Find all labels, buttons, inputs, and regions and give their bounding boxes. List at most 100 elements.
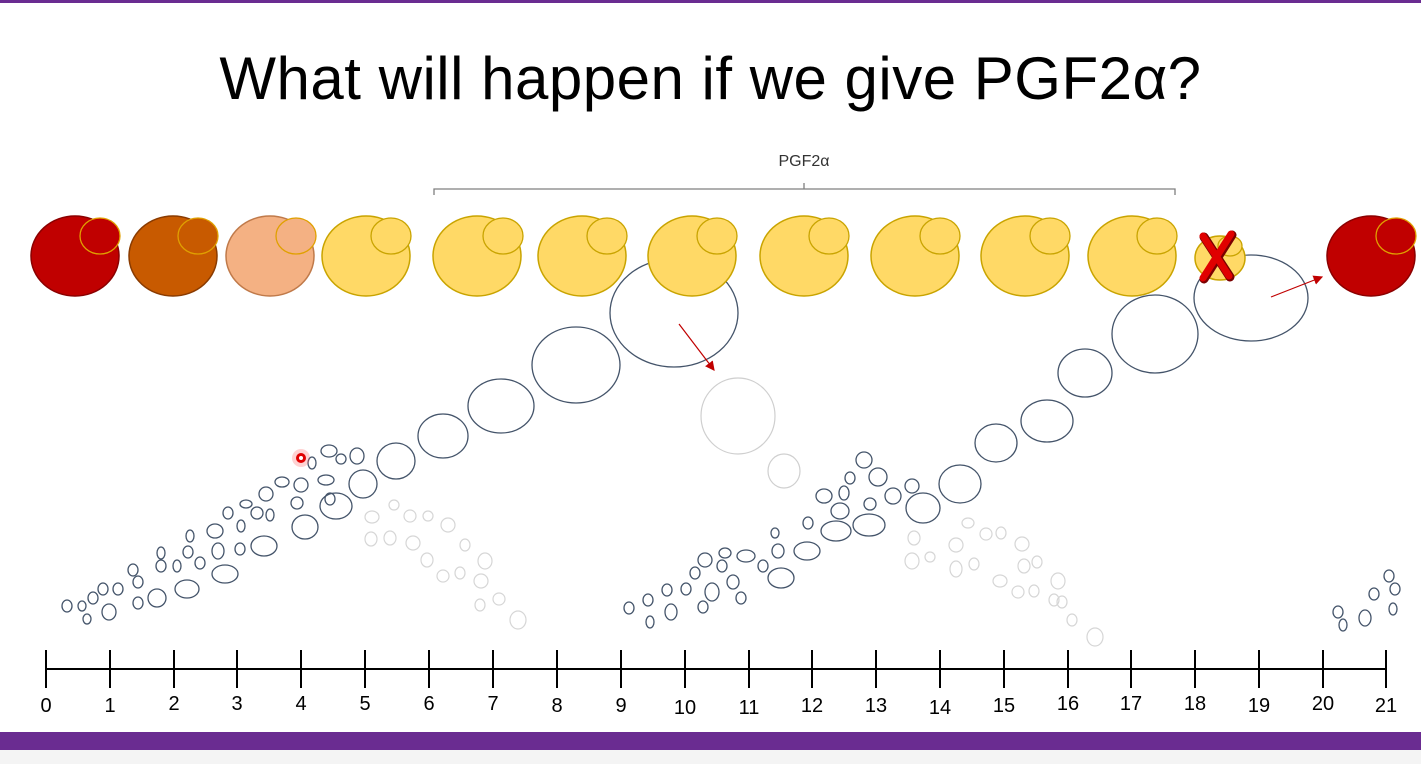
corpus-luteum <box>128 215 219 297</box>
timeline-day-label: 5 <box>359 693 370 715</box>
follicle <box>1338 618 1348 632</box>
follicle <box>697 552 713 568</box>
follicle <box>680 582 692 596</box>
follicle <box>1111 294 1199 374</box>
timeline-day-label: 19 <box>1248 695 1270 717</box>
follicle <box>87 591 99 605</box>
follicle <box>844 471 856 485</box>
follicle <box>211 542 225 560</box>
follicle <box>211 564 239 584</box>
regressing-follicle <box>364 531 378 547</box>
follicle <box>156 546 166 560</box>
follicle <box>770 527 780 539</box>
follicle <box>320 444 338 458</box>
regressing-follicle <box>1066 613 1078 627</box>
follicle <box>1332 605 1344 619</box>
follicle <box>172 559 182 573</box>
regressing-follicle <box>477 552 493 570</box>
timeline-day-label: 17 <box>1120 693 1142 715</box>
follicle <box>852 513 886 537</box>
follicle <box>735 591 747 605</box>
timeline-day-label: 20 <box>1312 693 1334 715</box>
follicle <box>767 567 795 589</box>
regressing-follicle <box>968 557 980 571</box>
follicle <box>101 603 117 621</box>
follicle <box>645 615 655 629</box>
timeline-day-label: 6 <box>423 693 434 715</box>
follicle <box>726 574 740 590</box>
follicle <box>61 599 73 613</box>
regressing-follicle <box>509 610 527 630</box>
timeline-day-label: 12 <box>801 695 823 717</box>
regressing-follicle <box>459 538 471 552</box>
regressing-follicle <box>700 377 776 455</box>
follicle <box>868 467 888 487</box>
regressing-follicle <box>1050 572 1066 590</box>
regressing-follicle <box>422 510 434 522</box>
follicle <box>274 476 290 488</box>
regressing-follicle <box>1056 595 1068 609</box>
follicle <box>863 497 877 511</box>
timeline-day-label: 1 <box>104 695 115 717</box>
regressing-follicle <box>1086 627 1104 647</box>
corpus-luteum <box>432 215 524 297</box>
regressing-follicle <box>405 535 421 551</box>
corpus-luteum <box>1087 215 1178 297</box>
follicle <box>348 469 378 499</box>
follicle <box>793 541 821 561</box>
follicle <box>718 547 732 559</box>
follicle <box>239 499 253 509</box>
follicle <box>938 464 982 504</box>
regressing-follicle <box>1017 558 1031 574</box>
corpus-luteum <box>759 215 850 297</box>
regressing-follicle <box>364 510 380 524</box>
corpus-luteum <box>30 215 121 297</box>
timeline-day-label: 14 <box>929 697 951 719</box>
follicle <box>830 502 850 520</box>
timeline-day-label: 15 <box>993 695 1015 717</box>
follicle <box>736 549 756 563</box>
follicle <box>324 492 336 506</box>
regressing-follicle <box>1031 555 1043 569</box>
follicle <box>250 506 264 520</box>
follicle <box>127 563 139 577</box>
timeline-day-label: 8 <box>551 695 562 717</box>
follicle <box>112 582 124 596</box>
follicle <box>623 601 635 615</box>
follicle <box>97 582 109 596</box>
regressing-follicle <box>1028 584 1040 598</box>
timeline-day-label: 16 <box>1057 693 1079 715</box>
follicle <box>1388 602 1398 616</box>
follicle <box>820 520 852 542</box>
follicle <box>661 583 673 597</box>
follicle <box>905 492 941 524</box>
corpus-luteum <box>1326 215 1417 297</box>
follicle <box>132 575 144 589</box>
x-mark-icon <box>1199 230 1237 284</box>
timeline-day-label: 2 <box>168 693 179 715</box>
follicle <box>884 487 902 505</box>
laser-pointer-icon <box>292 449 310 467</box>
corpus-luteum <box>870 215 961 297</box>
follicle <box>697 600 709 614</box>
regressing-follicle <box>420 552 434 568</box>
follicle <box>417 413 469 459</box>
corpus-luteum <box>537 215 628 297</box>
follicle <box>467 378 535 434</box>
pgf2a-bracket: PGF2α <box>433 153 1176 195</box>
regressing-follicle <box>961 517 975 529</box>
follicle <box>349 447 365 465</box>
follicle <box>132 596 144 610</box>
follicle <box>335 453 347 465</box>
timeline-axis: 0 1 2 3 4 5 6 7 8 9 10 11 12 13 14 15 16 17 18 19 20 21 <box>40 650 1397 719</box>
follicle <box>234 542 246 556</box>
follicle <box>1389 582 1401 596</box>
timeline-day-label: 18 <box>1184 693 1206 715</box>
regressing-follicle <box>474 598 486 612</box>
follicle <box>664 603 678 621</box>
follicle <box>206 523 224 539</box>
follicle <box>531 326 621 404</box>
timeline-day-label: 7 <box>487 693 498 715</box>
follicle <box>147 588 167 608</box>
